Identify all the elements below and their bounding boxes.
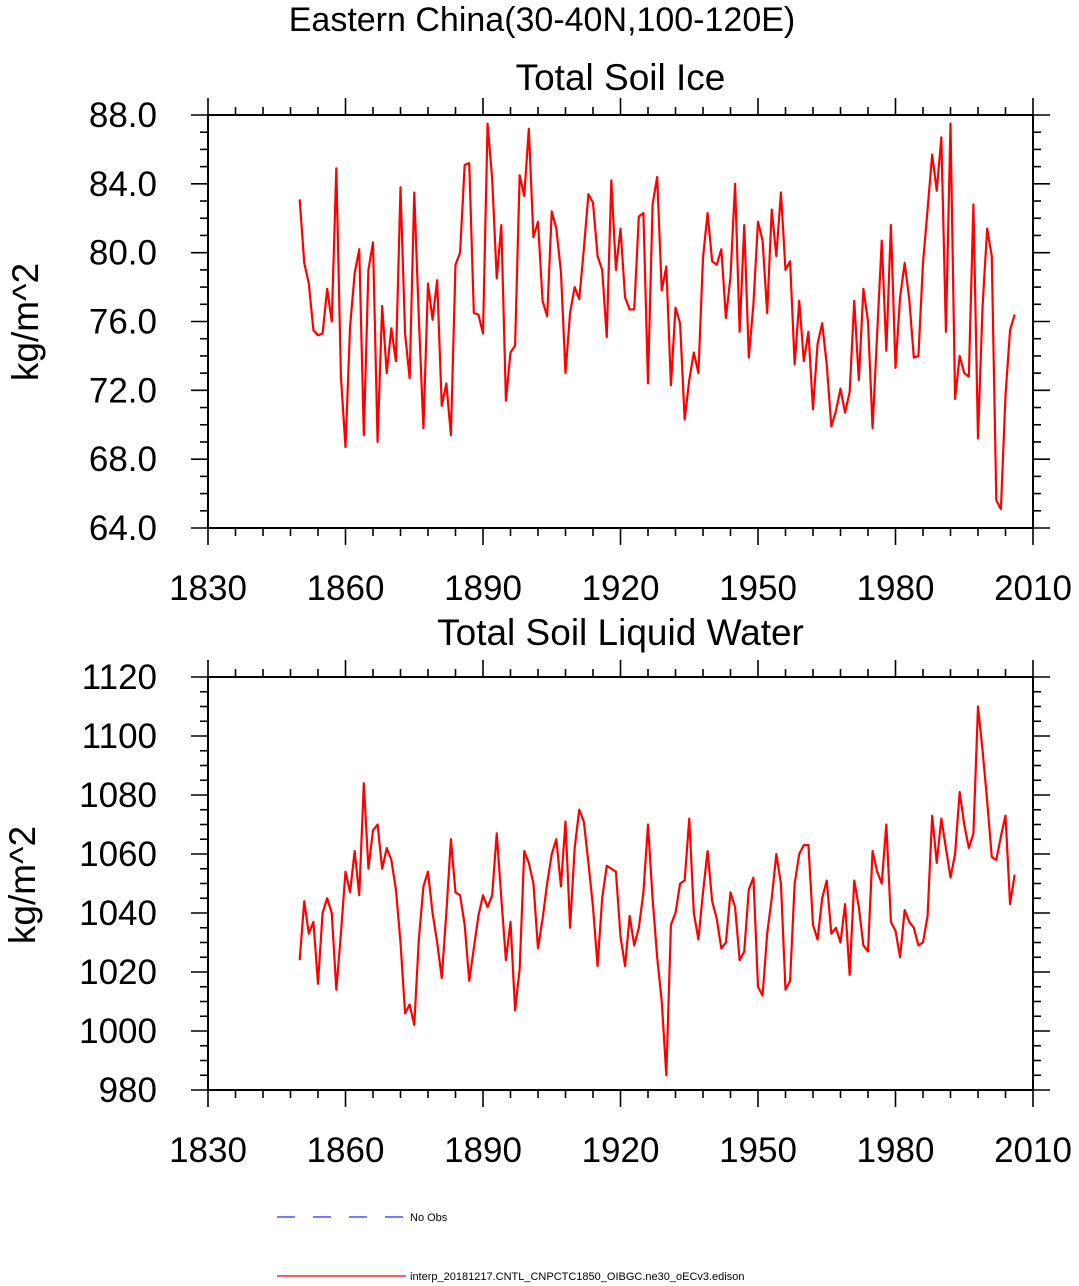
panels: Total Soil Ice kg/m^2 1830 1860 1890 1920 1950… xyxy=(2,57,1072,1170)
y-tick-label: 1100 xyxy=(82,717,157,756)
x-tick-label: 2010 xyxy=(994,569,1072,608)
x-tick-label: 1860 xyxy=(307,569,385,608)
panel-2: Total Soil Liquid Water kg/m^2 1830 1860 189… xyxy=(2,612,1072,1170)
x-tick-label: 2010 xyxy=(994,1131,1072,1170)
x-tick-label: 1980 xyxy=(857,569,935,608)
legend: No Obs interp_20181217.CNTL_CNPCTC1850_O… xyxy=(277,1212,744,1283)
y-tick-label: 1060 xyxy=(79,835,157,874)
y-tick-label: 64.0 xyxy=(89,509,157,548)
y-axis-label: kg/m^2 xyxy=(2,826,43,944)
x-tick-label: 1830 xyxy=(169,1131,247,1170)
y-tick-label: 88.0 xyxy=(89,96,157,135)
y-tick-label: 72.0 xyxy=(89,371,157,410)
x-tick-label: 1830 xyxy=(169,569,247,608)
x-tick-label: 1920 xyxy=(582,1131,660,1170)
figure-title: Eastern China(30-40N,100-120E) xyxy=(289,1,796,39)
panel-1: Total Soil Ice kg/m^2 1830 1860 1890 1920 1950… xyxy=(5,57,1072,608)
series-line-1 xyxy=(298,122,1016,511)
y-tick-label: 80.0 xyxy=(89,234,157,273)
y-tick-label: 1080 xyxy=(79,776,157,815)
x-tick-label: 1950 xyxy=(719,569,797,608)
x-tick-label: 1890 xyxy=(444,1131,522,1170)
legend-no-obs-label: No Obs xyxy=(410,1212,448,1224)
panel-title: Total Soil Liquid Water xyxy=(437,612,804,653)
y-tick-label: 84.0 xyxy=(89,165,157,204)
y-tick-label: 1120 xyxy=(82,658,157,697)
y-tick-label: 1000 xyxy=(79,1012,157,1051)
x-tick-label: 1890 xyxy=(444,569,522,608)
plot-frame xyxy=(207,114,1034,529)
y-tick-label: 1040 xyxy=(79,894,157,933)
y-tick-label: 1020 xyxy=(79,953,157,992)
panel-title: Total Soil Ice xyxy=(516,57,726,98)
y-tick-label: 68.0 xyxy=(89,440,157,479)
y-tick-label: 76.0 xyxy=(89,303,157,342)
x-tick-label: 1950 xyxy=(719,1131,797,1170)
y-tick-label: 980 xyxy=(99,1071,157,1110)
x-tick-label: 1980 xyxy=(857,1131,935,1170)
x-tick-label: 1920 xyxy=(582,569,660,608)
x-tick-label: 1860 xyxy=(307,1131,385,1170)
plot-frame xyxy=(207,676,1034,1091)
legend-model-label: interp_20181217.CNTL_CNPCTC1850_OIBGC.ne… xyxy=(410,1271,744,1283)
series-line-1 xyxy=(298,705,1016,1077)
y-axis-label: kg/m^2 xyxy=(5,263,46,381)
